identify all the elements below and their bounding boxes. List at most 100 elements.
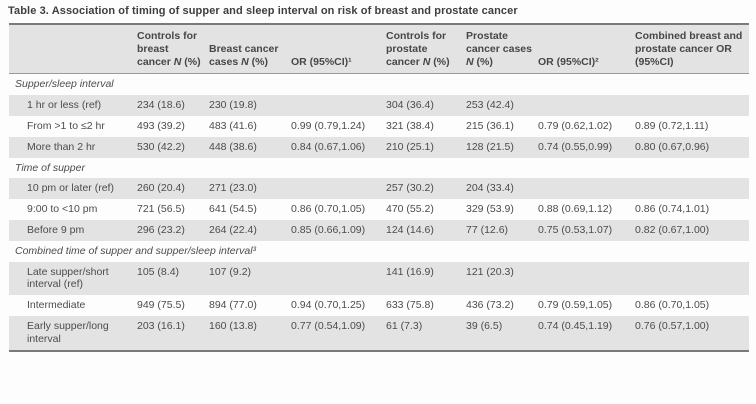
- table-cell: 0.79 (0.62,1.02): [538, 119, 613, 132]
- table-cell: 271 (23.0): [209, 178, 291, 200]
- table-row: Before 9 pm 296 (23.2) 264 (22.4) 0.85 (0.6…: [9, 219, 749, 241]
- table-cell: [538, 95, 635, 116]
- table-cell: 894 (77.0): [209, 299, 257, 312]
- table-row: Late supper/short interval (ref) 105 (8.4…: [9, 261, 749, 296]
- section-header-row: Time of supper: [9, 158, 749, 179]
- table-cell: 0.89 (0.72,1.11): [635, 119, 709, 132]
- table-cell: 0.74 (0.55,0.99): [538, 136, 635, 158]
- table-cell: 0.77 (0.54,1.09): [291, 315, 386, 351]
- section-header-row: Combined time of supper and supper/sleep…: [9, 241, 749, 262]
- table-cell: 264 (22.4): [209, 219, 291, 241]
- table-cell: 107 (9.2): [209, 261, 291, 296]
- table-cell: 105 (8.4): [137, 261, 209, 296]
- table-row: From >1 to ≤2 hr 493 (39.2) 483 (41.6) 0.99…: [9, 116, 749, 137]
- table-cell: 470 (55.2): [386, 203, 434, 216]
- table-row: More than 2 hr 530 (42.2) 448 (38.6) 0.84 (…: [9, 136, 749, 158]
- table-cell: 39 (6.5): [466, 315, 538, 351]
- table-container: Controls for breast cancer N (%) Breast c…: [9, 23, 749, 352]
- table-cell: [635, 178, 749, 200]
- table-cell: 253 (42.4): [466, 95, 538, 116]
- table-cell: 141 (16.9): [386, 261, 466, 296]
- table-cell: 448 (38.6): [209, 136, 291, 158]
- table-cell: [291, 261, 386, 296]
- table-cell: 0.94 (0.70,1.25): [291, 299, 366, 312]
- table-row: Early supper/long interval 203 (16.1) 160 …: [9, 315, 749, 351]
- column-header: Combined breast and prostate cancer OR (…: [635, 24, 749, 75]
- column-header: Breast cancer cases N (%): [209, 24, 291, 75]
- table-cell: 210 (25.1): [386, 136, 466, 158]
- table-row: 1 hr or less (ref) 234 (18.6) 230 (19.8) 30…: [9, 95, 749, 116]
- table-cell: 493 (39.2): [137, 119, 185, 132]
- section-header: Time of supper: [15, 161, 85, 174]
- column-header: Prostate cancer cases N (%): [466, 24, 538, 75]
- table-row: Intermediate 949 (75.5) 894 (77.0) 0.94 (0.…: [9, 295, 749, 316]
- row-label: 1 hr or less (ref): [9, 95, 137, 116]
- column-header: OR (95%CI)¹: [291, 24, 386, 75]
- table-cell: 0.84 (0.67,1.06): [291, 136, 386, 158]
- row-label-column-header: [9, 24, 137, 75]
- table-row: 10 pm or later (ref) 260 (20.4) 271 (23.0)…: [9, 178, 749, 200]
- table-cell: 0.82 (0.67,1.00): [635, 219, 749, 241]
- table-cell: 0.86 (0.74,1.01): [635, 203, 710, 216]
- data-table: Controls for breast cancer N (%) Breast c…: [9, 23, 749, 352]
- table-title: Table 3. Association of timing of supper…: [8, 5, 518, 17]
- table-cell: [291, 178, 386, 200]
- table-cell: 0.75 (0.53,1.07): [538, 219, 635, 241]
- table-cell: 321 (38.4): [386, 119, 434, 132]
- table-cell: [538, 261, 635, 296]
- table-cell: 0.79 (0.59,1.05): [538, 299, 613, 312]
- table-cell: 0.86 (0.70,1.05): [291, 203, 366, 216]
- row-label: Intermediate: [27, 299, 86, 312]
- table-cell: 121 (20.3): [466, 261, 538, 296]
- table-cell: [635, 261, 749, 296]
- table-cell: 436 (73.2): [466, 299, 514, 312]
- row-label: Before 9 pm: [9, 219, 137, 241]
- column-header: Controls for prostate cancer N (%): [386, 24, 466, 75]
- table-cell: 721 (56.5): [137, 203, 185, 216]
- table-cell: 61 (7.3): [386, 315, 466, 351]
- table-cell: 203 (16.1): [137, 315, 209, 351]
- table-cell: 0.99 (0.79,1.24): [291, 119, 366, 132]
- row-label: Early supper/long interval: [9, 315, 137, 351]
- table-cell: [538, 178, 635, 200]
- section-header-row: Supper/sleep interval: [9, 74, 749, 95]
- table-body: Supper/sleep interval 1 hr or less (ref) 2…: [9, 74, 749, 351]
- section-header: Supper/sleep interval: [15, 78, 114, 91]
- table-cell: 530 (42.2): [137, 136, 209, 158]
- table-cell: 0.74 (0.45,1.19): [538, 315, 635, 351]
- table-cell: 128 (21.5): [466, 136, 538, 158]
- table-cell: 633 (75.8): [386, 299, 434, 312]
- table-cell: 257 (30.2): [386, 178, 466, 200]
- table-cell: 296 (23.2): [137, 219, 209, 241]
- table-cell: [635, 95, 749, 116]
- header-row: Controls for breast cancer N (%) Breast c…: [9, 24, 749, 75]
- table-cell: 215 (36.1): [466, 119, 514, 132]
- table-cell: 949 (75.5): [137, 299, 185, 312]
- row-label: 10 pm or later (ref): [9, 178, 137, 200]
- table-cell: 483 (41.6): [209, 119, 257, 132]
- table-cell: 329 (53.9): [466, 203, 514, 216]
- table-cell: 641 (54.5): [209, 203, 257, 216]
- table-cell: [291, 95, 386, 116]
- table-cell: 0.85 (0.66,1.09): [291, 219, 386, 241]
- table-cell: 234 (18.6): [137, 95, 209, 116]
- row-label: 9:00 to <10 pm: [27, 203, 98, 216]
- table-cell: 260 (20.4): [137, 178, 209, 200]
- table-cell: 230 (19.8): [209, 95, 291, 116]
- table-cell: 0.88 (0.69,1.12): [538, 203, 613, 216]
- table-cell: 124 (14.6): [386, 219, 466, 241]
- table-row: 9:00 to <10 pm 721 (56.5) 641 (54.5) 0.86 (…: [9, 199, 749, 220]
- table-header: Controls for breast cancer N (%) Breast c…: [9, 24, 749, 75]
- table-cell: 0.86 (0.70,1.05): [635, 299, 710, 312]
- row-label: From >1 to ≤2 hr: [27, 119, 105, 132]
- table-cell: 0.76 (0.57,1.00): [635, 315, 749, 351]
- table-cell: 77 (12.6): [466, 219, 538, 241]
- table-cell: 204 (33.4): [466, 178, 538, 200]
- table-cell: 304 (36.4): [386, 95, 466, 116]
- table-cell: 0.80 (0.67,0.96): [635, 136, 749, 158]
- section-header: Combined time of supper and supper/sleep…: [15, 244, 257, 257]
- column-header: Controls for breast cancer N (%): [137, 24, 209, 75]
- table-cell: 160 (13.8): [209, 315, 291, 351]
- column-header: OR (95%CI)²: [538, 24, 635, 75]
- row-label: More than 2 hr: [9, 136, 137, 158]
